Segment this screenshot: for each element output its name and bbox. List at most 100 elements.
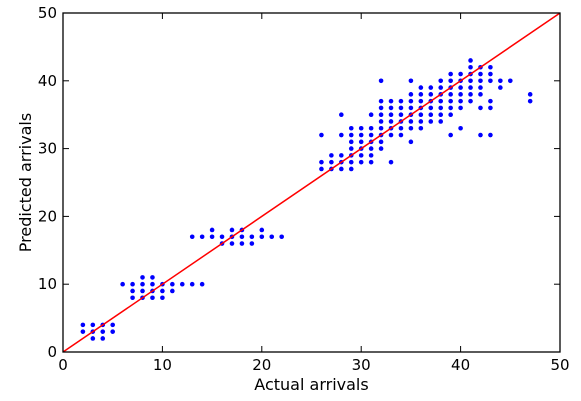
data-point — [160, 288, 165, 294]
data-point — [478, 71, 483, 77]
data-point — [140, 288, 145, 294]
data-point — [199, 281, 205, 287]
data-point — [189, 281, 195, 287]
data-point — [418, 112, 424, 117]
data-point — [498, 78, 503, 84]
data-point — [408, 139, 414, 145]
data-point — [527, 92, 533, 97]
data-point — [319, 159, 324, 165]
data-point — [438, 105, 444, 111]
data-point — [130, 288, 135, 294]
data-point — [488, 71, 493, 77]
data-point — [428, 92, 434, 97]
data-point — [348, 166, 354, 172]
data-point — [378, 98, 384, 104]
data-point — [348, 139, 354, 145]
data-point — [189, 234, 195, 240]
data-point — [438, 98, 444, 104]
data-point — [468, 78, 473, 84]
data-point — [339, 153, 344, 158]
data-point — [130, 295, 135, 301]
x-tick-label: 20 — [252, 356, 271, 374]
data-point — [388, 132, 394, 138]
data-point — [448, 112, 453, 117]
data-point — [408, 119, 414, 124]
x-tick-label: 10 — [153, 356, 172, 374]
data-point — [418, 85, 424, 90]
data-point — [259, 234, 265, 240]
y-tick-label: 20 — [38, 207, 57, 225]
data-point — [209, 227, 215, 233]
data-point — [358, 125, 364, 131]
data-point — [90, 336, 96, 341]
data-point — [408, 98, 414, 104]
data-point — [508, 78, 513, 84]
data-point — [239, 241, 245, 246]
data-point — [319, 166, 324, 172]
data-point — [458, 71, 463, 77]
data-point — [329, 159, 334, 165]
data-point — [348, 125, 354, 131]
data-point — [388, 159, 394, 165]
data-point — [130, 281, 135, 287]
data-point — [468, 92, 473, 97]
data-point — [478, 105, 483, 111]
data-point — [448, 92, 453, 97]
data-point — [438, 78, 444, 84]
data-point — [378, 105, 384, 111]
data-point — [170, 281, 175, 287]
data-point — [448, 71, 453, 77]
y-axis-title: Predicted arrivals — [16, 113, 35, 252]
data-point — [458, 125, 463, 131]
data-point — [259, 227, 265, 233]
data-point — [388, 105, 394, 111]
data-point — [418, 125, 424, 131]
data-point — [329, 153, 334, 158]
data-point — [527, 98, 533, 104]
data-point — [488, 64, 493, 70]
data-point — [438, 85, 444, 90]
data-point — [339, 166, 344, 172]
data-point — [398, 132, 404, 138]
data-point — [150, 295, 155, 301]
data-point — [358, 153, 364, 158]
data-point — [378, 125, 384, 131]
data-point — [408, 125, 414, 131]
data-point — [468, 64, 473, 70]
data-point — [408, 78, 414, 84]
plot-frame — [62, 12, 561, 353]
data-point — [418, 92, 424, 97]
y-tick-label: 0 — [47, 343, 57, 361]
data-point — [468, 85, 473, 90]
data-point — [170, 288, 175, 294]
data-point — [358, 159, 364, 165]
data-point — [229, 241, 235, 246]
data-point — [448, 105, 453, 111]
data-point — [488, 105, 493, 111]
data-point — [150, 281, 155, 287]
data-point — [378, 78, 384, 84]
data-point — [488, 98, 493, 104]
y-tick-label: 30 — [38, 140, 57, 158]
data-point — [398, 112, 404, 117]
data-point — [398, 98, 404, 104]
data-point — [239, 234, 245, 240]
data-point — [448, 98, 453, 104]
data-point — [488, 132, 493, 138]
data-point — [110, 329, 115, 334]
data-point — [339, 132, 344, 138]
data-point — [458, 92, 463, 97]
data-point — [388, 112, 394, 117]
y-tick-label: 40 — [38, 72, 57, 90]
data-point — [348, 146, 354, 151]
x-tick-label: 30 — [352, 356, 371, 374]
data-point — [388, 119, 394, 124]
data-point — [478, 92, 483, 97]
data-point — [219, 234, 225, 240]
y-tick-label: 10 — [38, 275, 57, 293]
x-tick-label: 0 — [58, 356, 68, 374]
data-point — [498, 85, 503, 90]
x-tick-label: 50 — [550, 356, 569, 374]
data-point — [378, 112, 384, 117]
data-point — [468, 98, 473, 104]
